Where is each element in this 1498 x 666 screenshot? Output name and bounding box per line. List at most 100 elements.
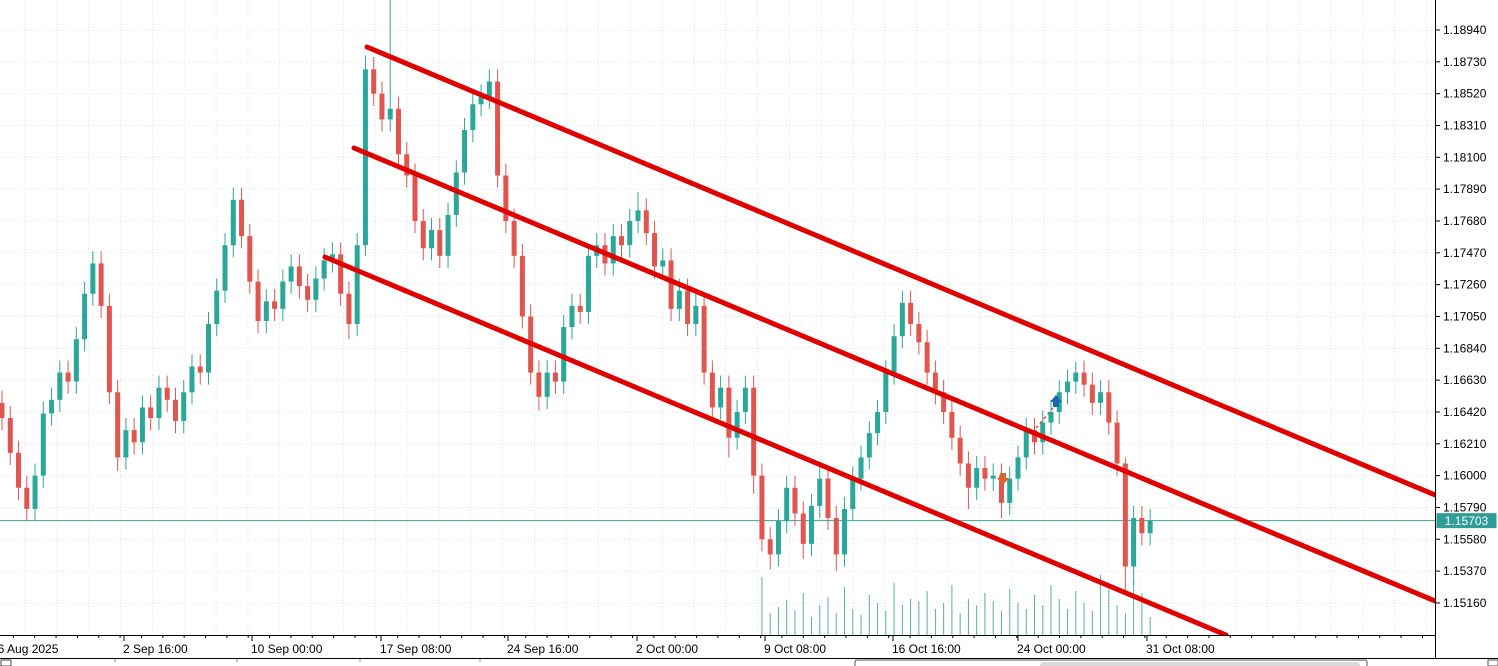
candle-bull	[1056, 392, 1062, 412]
candle-bull	[850, 478, 856, 509]
lower-window-panel	[1040, 662, 1360, 666]
candle-bear	[115, 392, 121, 458]
candle-bear	[98, 263, 104, 306]
price-axis-label: 1.15370	[1443, 564, 1487, 578]
candle-bull	[784, 487, 790, 522]
time-axis-label: 10 Sep 00:00	[251, 642, 323, 656]
candle-bear	[982, 468, 988, 479]
candle-bull	[585, 255, 591, 312]
candle-bear	[1114, 422, 1120, 464]
candle-bear	[503, 175, 509, 221]
price-axis-label: 1.16840	[1443, 341, 1487, 355]
candle-bull	[1048, 411, 1054, 423]
buy-arrow	[1050, 395, 1062, 407]
candle-bull	[123, 430, 129, 458]
trade-markers-layer	[997, 395, 1062, 485]
trendlines-layer[interactable]	[322, 44, 1435, 635]
current-price-badge: 1.15703	[1436, 513, 1497, 529]
candle-bear	[833, 518, 839, 555]
price-axis-label: 1.18940	[1443, 23, 1487, 37]
candle-bear	[296, 266, 302, 287]
candle-bull	[32, 475, 38, 509]
candle-bear	[519, 255, 525, 317]
candle-bull	[990, 475, 996, 479]
candle-bull	[1007, 478, 1013, 503]
candle-bull	[1065, 381, 1071, 393]
candle-bull	[478, 96, 484, 105]
candle-bull	[49, 399, 55, 414]
candle-bear	[338, 254, 344, 294]
price-axis-label: 1.17680	[1443, 214, 1487, 228]
candle-bull	[974, 468, 980, 488]
candle-bull	[1040, 422, 1046, 443]
sell-arrow	[997, 473, 1009, 485]
candle-bear	[751, 387, 757, 476]
channel-middle[interactable]	[351, 145, 1435, 604]
candle-bull	[313, 278, 319, 300]
price-axis-label: 1.17890	[1443, 182, 1487, 196]
channel-upper[interactable]	[364, 44, 1435, 498]
candle-bear	[668, 260, 674, 309]
candle-bear	[619, 236, 624, 246]
candle-bear	[148, 407, 154, 419]
candle-bull	[808, 505, 814, 544]
price-axis-label: 1.18520	[1443, 87, 1487, 101]
candle-bear	[272, 301, 278, 309]
candle-bear	[16, 452, 22, 488]
candle-bear	[709, 372, 715, 408]
candle-bull	[858, 457, 864, 479]
candle-bull	[156, 387, 162, 419]
candle-bull	[288, 266, 294, 282]
candle-bull	[734, 411, 740, 438]
candle-bear	[0, 402, 5, 419]
candle-bear	[1139, 518, 1145, 534]
candle-bull	[718, 387, 724, 408]
candle-bear	[577, 305, 583, 312]
candle-bull	[354, 245, 360, 325]
channel-lower[interactable]	[322, 254, 1229, 635]
candle-bear	[1106, 392, 1112, 423]
candle-bull	[883, 372, 889, 412]
time-axis-label: 24 Oct 00:00	[1017, 642, 1086, 656]
candle-bull	[627, 220, 633, 246]
candle-bear	[1122, 463, 1128, 567]
candle-bear	[685, 290, 691, 325]
candle-bull	[263, 301, 269, 322]
candle-bull	[676, 290, 682, 309]
candle-bear	[65, 372, 71, 382]
price-axis-label: 1.16000	[1443, 469, 1487, 483]
candle-bull	[899, 302, 905, 337]
time-axis-label: 24 Sep 16:00	[507, 642, 579, 656]
price-axis-label: 1.16420	[1443, 405, 1487, 419]
price-axis[interactable]: 1.18940 1.18730 1.18520 1.18310 1.18100 1.178…	[1435, 23, 1487, 610]
candle-bear	[941, 392, 947, 412]
time-axis[interactable]: 26 Aug 2025 2 Sep 16:00 10 Sep 00:00 17 Sep…	[0, 635, 1215, 656]
candle-bull	[73, 339, 79, 382]
candle-bull	[57, 372, 63, 400]
time-axis-label: 2 Oct 00:00	[636, 642, 698, 656]
price-axis-label: 1.17260	[1443, 278, 1487, 292]
candle-bull	[189, 366, 195, 393]
candle-bear	[346, 293, 352, 325]
time-axis-label: 31 Oct 08:00	[1146, 642, 1215, 656]
candle-bear	[7, 418, 13, 453]
price-axis-label: 1.18730	[1443, 55, 1487, 69]
candle-bull	[82, 293, 88, 340]
price-axis-label: 1.16630	[1443, 373, 1487, 387]
candle-bull	[569, 305, 575, 328]
candle-bear	[495, 81, 501, 176]
time-axis-label: 17 Sep 08:00	[380, 642, 452, 656]
candle-bear	[164, 387, 170, 400]
bottom-strip	[0, 659, 1498, 666]
candle-bear	[305, 286, 311, 300]
candle-bull	[561, 327, 567, 382]
candle-bear	[800, 513, 806, 544]
candles-layer	[0, 0, 1153, 594]
candle-bull	[429, 230, 435, 249]
price-axis-label: 1.18310	[1443, 118, 1487, 132]
candle-bear	[412, 175, 418, 221]
candle-bull	[544, 372, 550, 397]
